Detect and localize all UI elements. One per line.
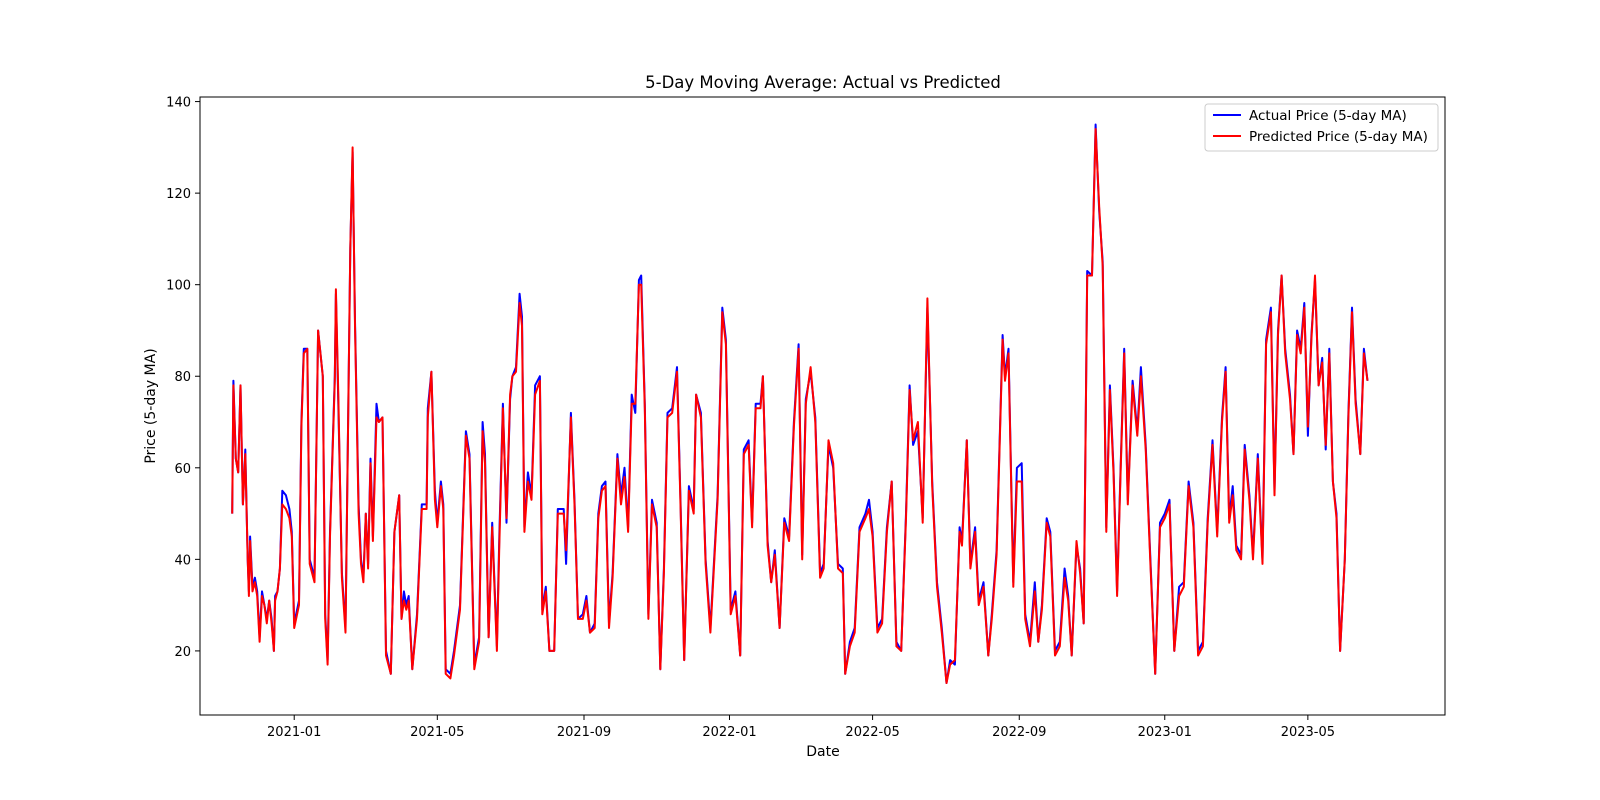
y-tick-label: 80 — [174, 370, 191, 385]
x-tick-label: 2021-09 — [557, 725, 611, 740]
x-tick-label: 2022-05 — [845, 725, 899, 740]
x-tick-label: 2021-05 — [410, 725, 464, 740]
series-layer — [231, 123, 1369, 684]
series-points-predicted — [232, 128, 1368, 684]
y-axis-title: Price (5-day MA) — [143, 348, 159, 463]
y-tick-label: 20 — [174, 645, 191, 660]
x-tick-label: 2023-01 — [1138, 725, 1192, 740]
x-axis: 2021-01 2021-05 2021-09 2022-01 2022-05 2022-… — [267, 715, 1335, 740]
legend: Actual Price (5-day MA) Predicted Price … — [1204, 103, 1439, 152]
legend-label-predicted: Predicted Price (5-day MA) — [1249, 129, 1428, 145]
y-axis: 20 40 60 80 100 120 140 — [166, 96, 200, 660]
x-tick-label: 2021-01 — [267, 725, 321, 740]
x-tick-label: 2023-05 — [1281, 725, 1335, 740]
legend-label-actual: Actual Price (5-day MA) — [1249, 108, 1407, 124]
x-tick-label: 2022-01 — [702, 725, 756, 740]
y-tick-label: 140 — [166, 96, 191, 111]
chart-title: 5-Day Moving Average: Actual vs Predicte… — [645, 73, 1001, 92]
y-tick-label: 40 — [174, 553, 191, 568]
x-axis-title: Date — [806, 744, 839, 760]
y-tick-label: 120 — [166, 187, 191, 202]
x-tick-label: 2022-09 — [992, 725, 1046, 740]
y-tick-label: 100 — [166, 279, 191, 294]
y-tick-label: 60 — [174, 462, 191, 477]
legend-box — [1204, 103, 1439, 152]
plot-frame — [199, 96, 1446, 716]
